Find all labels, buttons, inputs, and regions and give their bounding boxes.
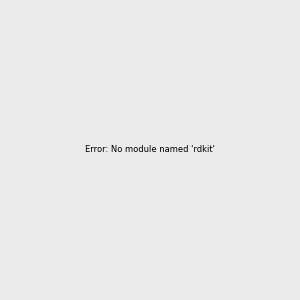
- Text: Error: No module named 'rdkit': Error: No module named 'rdkit': [85, 146, 215, 154]
